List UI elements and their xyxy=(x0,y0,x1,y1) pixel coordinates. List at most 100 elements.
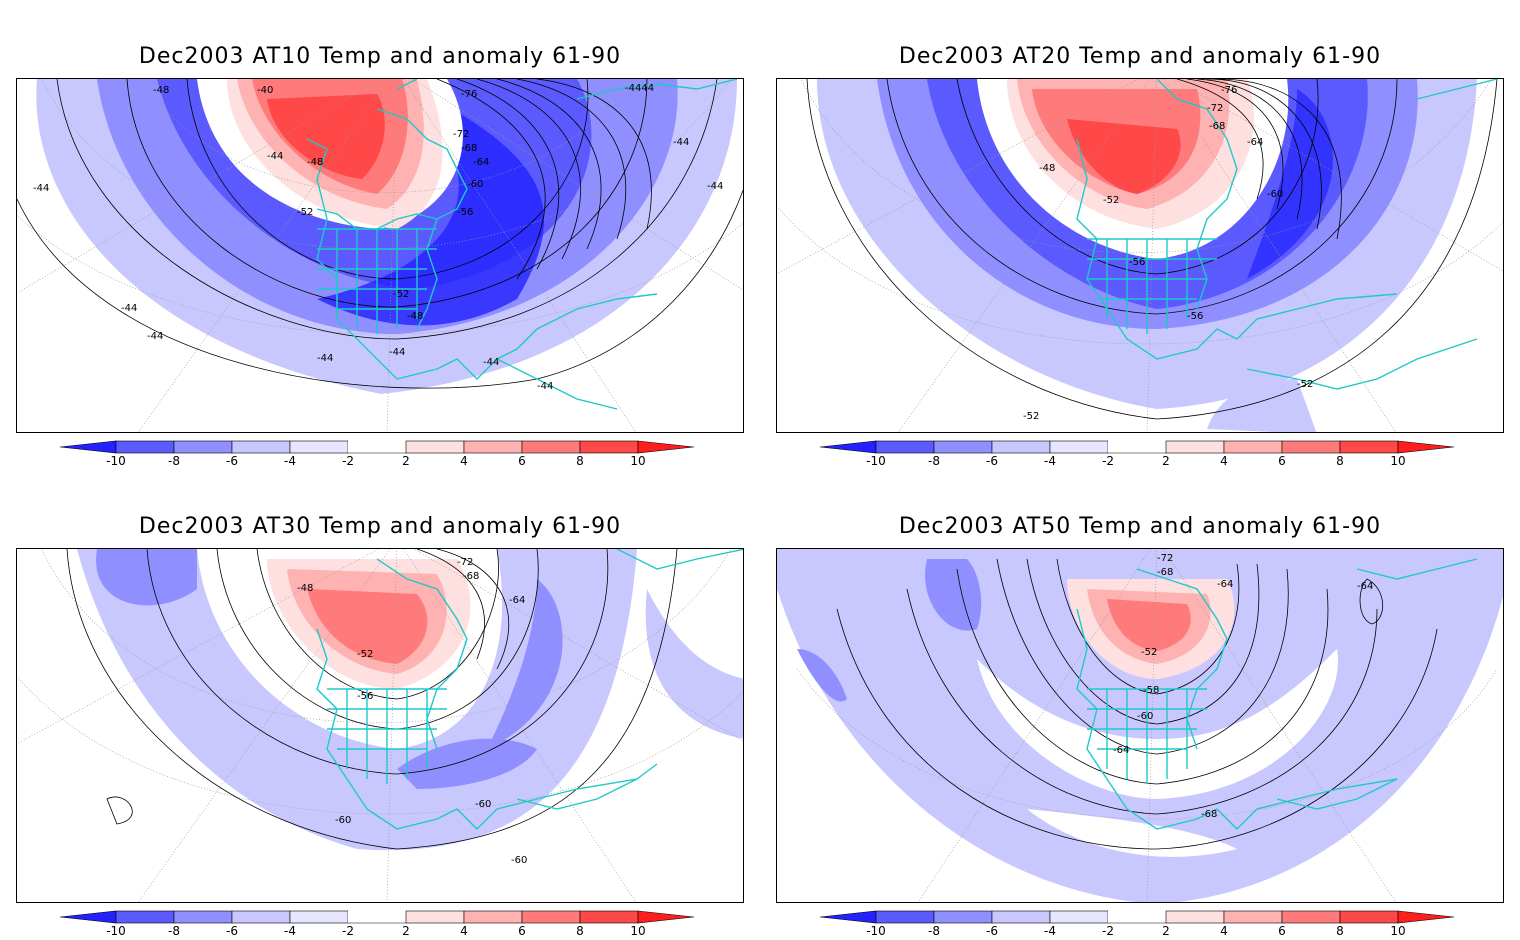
contour-label: -68 xyxy=(463,571,479,582)
contour-label: -68 xyxy=(1209,121,1225,132)
colorbar-tick-label: 10 xyxy=(630,454,645,468)
colorbar-tick-label: -10 xyxy=(866,924,886,938)
map-frame: -72 -68 -64 -64 -52 -58 -60 -64 -68 xyxy=(776,548,1504,903)
colorbar-tick-label: 6 xyxy=(518,924,526,938)
contour-label: -48 xyxy=(153,85,169,96)
colorbar-tick-label: 10 xyxy=(1390,454,1405,468)
panel-title: Dec2003 AT20 Temp and anomaly 61-90 xyxy=(898,44,1382,69)
colorbar-swatch xyxy=(875,440,935,454)
map-plot: -40 -44 -48 -48 -52 -52 -56 -60 -64 -68 … xyxy=(17,79,743,432)
contour-label: -52 xyxy=(1297,379,1313,390)
colorbar-swatch xyxy=(231,910,291,924)
contour-label: -76 xyxy=(1221,85,1237,96)
panel-title: Dec2003 AT10 Temp and anomaly 61-90 xyxy=(138,44,622,69)
map-plot: -76 -72 -68 -64 -60 -48 -52 -56 -56 -52 … xyxy=(777,79,1503,432)
colorbar-tick-label: 2 xyxy=(1162,454,1170,468)
contour-label: -72 xyxy=(1207,103,1223,114)
colorbar-swatch xyxy=(1223,440,1283,454)
contour-label: -76 xyxy=(461,89,477,100)
colorbar-swatch xyxy=(463,440,523,454)
colorbar-neutral xyxy=(348,441,406,453)
colorbar-tick-label: 4 xyxy=(460,454,468,468)
contour-label: -72 xyxy=(453,129,469,140)
contour-label: -64 xyxy=(1357,581,1373,592)
map-panel-at20: Dec2003 AT20 Temp and anomaly 61-90 xyxy=(760,0,1520,470)
colorbar-tick-label: 8 xyxy=(1336,454,1344,468)
colorbar-tick-label: -10 xyxy=(866,454,886,468)
colorbar-svg: -10 -8 -6 -4 -2 2 4 6 8 10 xyxy=(59,440,695,468)
colorbar: -10 -8 -6 -4 -2 2 4 6 8 10 xyxy=(59,908,702,938)
colorbar-swatch xyxy=(579,910,639,924)
contour-label: -52 xyxy=(297,207,313,218)
contour-label: -44 xyxy=(483,357,499,368)
contour-label: -60 xyxy=(335,815,351,826)
colorbar: -10 -8 -6 -4 -2 2 4 6 8 10 xyxy=(819,438,1462,468)
map-plot: -72 -68 -64 -48 -52 -56 -60 -60 -60 xyxy=(17,549,743,902)
contour-label: -52 xyxy=(1023,411,1039,422)
colorbar-swatch xyxy=(115,910,175,924)
colorbar-arrow-high xyxy=(637,440,695,454)
colorbar-swatch xyxy=(173,440,233,454)
colorbar-swatch xyxy=(933,910,993,924)
contour-labels: -72 -68 -64 -48 -52 -56 -60 -60 -60 xyxy=(297,557,527,866)
contour-label: -48 xyxy=(1039,163,1055,174)
warm-anomaly-core xyxy=(1007,79,1255,229)
contour-labels: -72 -68 -64 -64 -52 -58 -60 -64 -68 xyxy=(1113,553,1373,820)
colorbar-swatch xyxy=(405,440,465,454)
colorbar-arrow-high xyxy=(1397,440,1455,454)
contour-label: -52 xyxy=(1141,647,1157,658)
colorbar-tick-label: -8 xyxy=(168,924,180,938)
map-panel-at10: Dec2003 AT10 Temp and anomaly 61-90 xyxy=(0,0,760,470)
colorbar-arrow-low xyxy=(819,910,877,924)
colorbar-tick-label: 10 xyxy=(630,924,645,938)
colorbar-neutral xyxy=(1108,911,1166,923)
contour-label: -64 xyxy=(509,595,525,606)
colorbar-tick-label: -6 xyxy=(226,454,238,468)
colorbar-tick-label: -6 xyxy=(226,924,238,938)
colorbar-swatch xyxy=(991,910,1051,924)
warm-anomaly-core xyxy=(267,559,471,689)
coastlines xyxy=(1076,79,1498,390)
contour-label: -40 xyxy=(257,85,273,96)
contour-label: -56 xyxy=(357,691,373,702)
colorbar-swatch xyxy=(933,440,993,454)
colorbar-swatch xyxy=(1165,910,1225,924)
contour-label: -52 xyxy=(393,289,409,300)
colorbar-neutral xyxy=(348,911,406,923)
colorbar-swatch xyxy=(1165,440,1225,454)
contour-label: -44 xyxy=(33,183,49,194)
colorbar-svg: -10 -8 -6 -4 -2 2 4 6 8 10 xyxy=(819,910,1455,938)
graticule xyxy=(796,549,1498,902)
colorbar-swatch xyxy=(1049,910,1109,924)
colorbar-tick-label: -4 xyxy=(1044,924,1056,938)
contour-label: -60 xyxy=(511,855,527,866)
map-frame: -40 -44 -48 -48 -52 -52 -56 -60 -64 -68 … xyxy=(16,78,744,433)
colorbar-swatch xyxy=(405,910,465,924)
colorbar-tick-label: 10 xyxy=(1390,924,1405,938)
contour-labels: -76 -72 -68 -64 -60 -48 -52 -56 -56 -52 … xyxy=(1023,85,1313,422)
contour-label: -52 xyxy=(1103,195,1119,206)
coastlines xyxy=(306,79,738,410)
contour-label: -68 xyxy=(1157,567,1173,578)
colorbar: -10 -8 -6 -4 -2 2 4 6 8 10 xyxy=(59,438,702,468)
colorbar-tick-label: -4 xyxy=(1044,454,1056,468)
colorbar-swatch xyxy=(1339,440,1399,454)
map-plot: -72 -68 -64 -64 -52 -58 -60 -64 -68 xyxy=(777,549,1503,902)
colorbar-tick-label: 2 xyxy=(1162,924,1170,938)
temperature-contours xyxy=(836,558,1438,850)
colorbar-tick-label: -4 xyxy=(284,924,296,938)
warm-anomaly-core xyxy=(1067,579,1235,679)
contour-label: -64 xyxy=(1113,745,1129,756)
contour-label: -44 xyxy=(267,151,283,162)
panel-title: Dec2003 AT50 Temp and anomaly 61-90 xyxy=(898,514,1382,539)
contour-label: -60 xyxy=(1267,189,1283,200)
contour-label: -48 xyxy=(307,157,323,168)
colorbar-tick-label: 2 xyxy=(402,924,410,938)
contour-label: -58 xyxy=(1143,685,1159,696)
contour-label: -44 xyxy=(707,181,723,192)
colorbar-swatch xyxy=(289,910,349,924)
map-panel-at50: Dec2003 AT50 Temp and anomaly 61-90 xyxy=(760,470,1520,940)
contour-label: -56 xyxy=(1129,257,1145,268)
contour-label: -68 xyxy=(1201,809,1217,820)
contour-label: -44 xyxy=(389,347,405,358)
